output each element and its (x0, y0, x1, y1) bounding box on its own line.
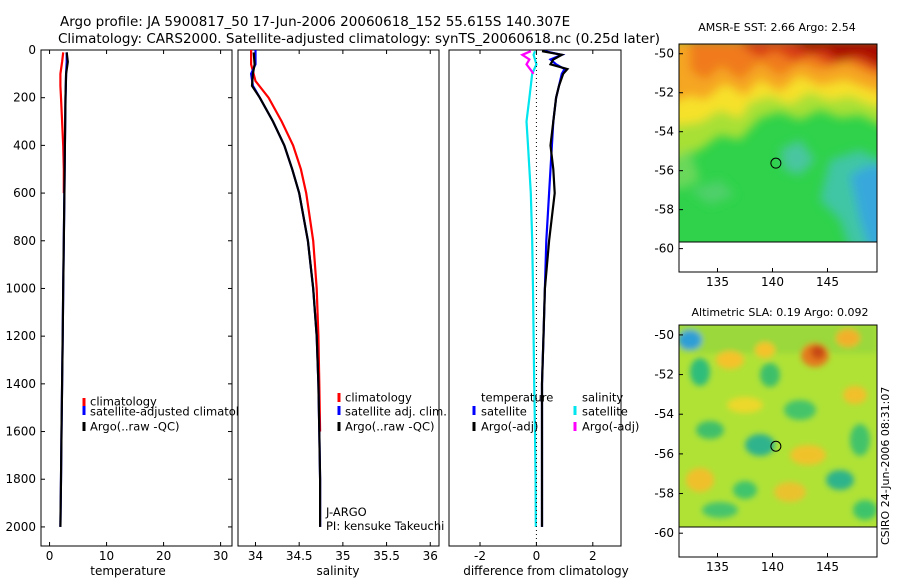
y-tick-label: 800 (13, 234, 36, 248)
map-x-tick-label: 135 (706, 560, 729, 574)
series-line-0 (59, 52, 65, 194)
sst-map-title: AMSR-E SST: 2.66 Argo: 2.54 (698, 21, 856, 34)
x-tick-label: 10 (99, 549, 114, 563)
x-tick-label: 0 (46, 549, 54, 563)
legend-label-satellite: satellite-adjusted climatology (90, 405, 260, 419)
program-annotation: J-ARGO (325, 505, 367, 519)
y-tick-label: 600 (13, 186, 36, 200)
map-x-tick-label: 140 (761, 275, 784, 289)
argo-float-marker (770, 157, 782, 169)
temperature-panel: 0 200 400 600 800 1000 1200 1400 1600 1800 2000 0 1… (5, 43, 260, 578)
legend-label-sal-argo: Argo(-adj) (582, 420, 639, 434)
legend-title-salinity: salinity (582, 391, 623, 405)
legend-label-argo: Argo(..raw -QC) (90, 420, 180, 434)
map-y-tick-label: -56 (654, 164, 674, 178)
header-title-line2: Climatology: CARS2000. Satellite-adjuste… (58, 31, 660, 47)
argo-float-marker (770, 440, 782, 452)
map-y-tick-label: -54 (654, 125, 674, 139)
sla-map-empty-region (678, 526, 878, 558)
temperature-xlabel: temperature (90, 564, 165, 578)
legend-label-climatology: climatology (90, 395, 157, 409)
map-x-tick-label: 145 (816, 275, 839, 289)
x-tick-label: 36 (423, 549, 438, 563)
map-y-tick-label: -60 (654, 526, 674, 540)
map-y-tick-label: -58 (654, 203, 674, 217)
y-tick-label: 1000 (5, 281, 36, 295)
sla-map-panel: Altimetric SLA: 0.19 Argo: 0.092 (654, 306, 878, 574)
series-line-2 (250, 52, 322, 527)
salinity-x-axis: 34 34.5 35 35.5 36 (248, 50, 438, 563)
sla-map-title: Altimetric SLA: 0.19 Argo: 0.092 (691, 306, 868, 319)
depth-axis: 0 200 400 600 800 1000 1200 1400 1600 1800 2000 (5, 43, 232, 534)
y-tick-label: 1200 (5, 329, 36, 343)
sla-heatmap (679, 325, 877, 527)
map-y-tick-label: -56 (654, 447, 674, 461)
map-y-tick-label: -50 (654, 47, 674, 61)
temperature-legend: climatology satellite-adjusted climatolo… (82, 395, 260, 434)
legend-label-temp-argo: Argo(-adj) (481, 420, 538, 434)
creation-stamp: CSIRO 24-Jun-2006 08:31:07 (879, 387, 892, 545)
y-tick-label: 1400 (5, 377, 36, 391)
y-tick-label: 2000 (5, 520, 36, 534)
sst-map-axis-ticks: -50 -52 -54 -56 -58 -60 135 140 145 (654, 47, 839, 289)
salinity-xlabel: salinity (316, 564, 359, 578)
legend-label-sal-satellite: satellite (582, 405, 628, 419)
salinity-axes (237, 49, 440, 547)
x-tick-label: 34 (248, 549, 263, 563)
series-line-3 (519, 50, 535, 75)
temperature-lines (59, 52, 69, 527)
difference-legend: temperature salinity satellite Argo(-adj… (472, 391, 639, 434)
series-line-2 (525, 50, 538, 527)
x-tick-label: 30 (213, 549, 228, 563)
map-y-tick-label: -60 (654, 242, 674, 256)
map-y-tick-label: -52 (654, 86, 674, 100)
y-tick-label: 0 (28, 43, 36, 57)
sla-map-axis-ticks: -50 -52 -54 -56 -58 -60 135 140 145 (654, 328, 839, 574)
sst-map-panel: AMSR-E SST: 2.66 Argo: 2.54 -50 -52 -54 -56… (654, 21, 878, 289)
x-tick-label: 35 (335, 549, 350, 563)
x-tick-label: 20 (156, 549, 171, 563)
y-tick-label: 200 (13, 91, 36, 105)
legend-label-argo: Argo(..raw -QC) (345, 420, 435, 434)
y-tick-label: 400 (13, 138, 36, 152)
series-line-2 (59, 52, 69, 527)
temperature-axes (40, 49, 233, 547)
legend-label-temp-satellite: satellite (481, 405, 527, 419)
map-y-tick-label: -58 (654, 487, 674, 501)
map-y-tick-label: -50 (654, 328, 674, 342)
x-tick-label: 2 (589, 549, 597, 563)
difference-panel: -2 0 2 difference from climatology tempera… (448, 49, 639, 578)
x-tick-label: 0 (533, 549, 541, 563)
difference-lines (519, 50, 570, 546)
x-tick-label: -2 (474, 549, 486, 563)
series-line-1 (540, 50, 570, 527)
series-line-0 (250, 50, 322, 432)
legend-label-climatology: climatology (345, 391, 412, 405)
map-x-tick-label: 135 (706, 275, 729, 289)
difference-xlabel: difference from climatology (463, 564, 629, 578)
map-x-tick-label: 145 (816, 560, 839, 574)
sst-heatmap (679, 44, 877, 242)
y-tick-label: 1600 (5, 425, 36, 439)
legend-label-satellite: satellite adj. clim. (345, 405, 447, 419)
map-x-tick-label: 140 (761, 560, 784, 574)
temperature-x-axis: 0 10 20 30 (46, 50, 228, 563)
x-tick-label: 35.5 (373, 549, 400, 563)
sst-map-empty-region (678, 241, 878, 273)
salinity-lines (249, 50, 322, 527)
salinity-legend: climatology satellite adj. clim. Argo(..… (337, 391, 447, 434)
legend-title-temperature: temperature (481, 391, 553, 405)
x-tick-label: 34.5 (286, 549, 313, 563)
map-y-tick-label: -52 (654, 368, 674, 382)
y-tick-label: 1800 (5, 472, 36, 486)
pi-annotation: PI: kensuke Takeuchi (326, 519, 444, 533)
header-title-line1: Argo profile: JA 5900817_50 17-Jun-2006 … (60, 14, 570, 30)
salinity-panel: 34 34.5 35 35.5 36 salinity climatology sate… (237, 49, 447, 578)
map-y-tick-label: -54 (654, 407, 674, 421)
